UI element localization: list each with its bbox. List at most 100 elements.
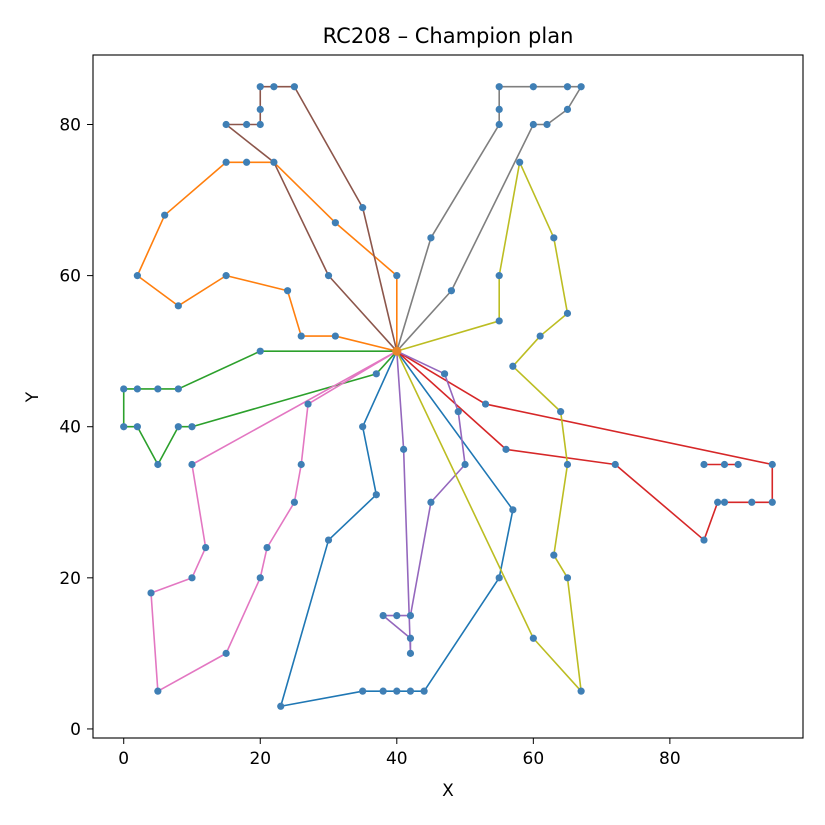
customer-point [700, 460, 708, 469]
customer-point [406, 612, 415, 620]
customer-point [563, 460, 572, 469]
customer-point [290, 83, 298, 91]
route-line-6 [382, 350, 466, 655]
customer-point [154, 460, 162, 469]
customer-point [243, 120, 251, 129]
customer-point [304, 400, 312, 408]
customer-point [222, 120, 230, 129]
customer-point [243, 158, 251, 166]
customer-point [563, 83, 572, 91]
customer-point [324, 272, 333, 280]
y-tick-label: 40 [59, 418, 81, 438]
customer-point [529, 83, 537, 91]
customer-point [495, 317, 503, 325]
x-tick-label: 40 [386, 749, 408, 769]
customer-point [400, 445, 408, 453]
y-tick-label: 20 [59, 569, 81, 589]
customer-point [563, 309, 572, 317]
customer-point [331, 219, 339, 227]
customer-point [440, 370, 449, 378]
chart-title: RC208 – Champion plan [323, 24, 574, 48]
customer-point [133, 272, 141, 280]
customer-point [359, 423, 367, 431]
customer-point [133, 385, 141, 393]
customer-point [393, 272, 401, 280]
customer-point [174, 423, 182, 431]
customer-point [379, 612, 387, 620]
customer-point [550, 551, 558, 559]
y-tick-label: 0 [70, 720, 81, 740]
customer-point [188, 423, 196, 431]
customer-point [768, 460, 776, 469]
customer-point [420, 687, 428, 695]
customer-point [495, 120, 503, 129]
customer-point [256, 574, 264, 582]
customer-point [495, 105, 503, 113]
customer-point [502, 445, 510, 453]
depot-point [392, 346, 402, 356]
customer-point [188, 574, 196, 582]
customer-point [324, 536, 333, 544]
customer-point [577, 83, 585, 91]
customer-point [290, 498, 298, 506]
customer-point [297, 460, 305, 469]
customer-point [577, 687, 585, 695]
customer-point [495, 272, 503, 280]
customer-point [720, 460, 729, 469]
customer-point [256, 105, 264, 113]
x-tick-label: 20 [249, 749, 271, 769]
customer-point [516, 158, 524, 166]
x-tick-label: 60 [523, 749, 545, 769]
customer-point [372, 370, 380, 378]
customer-point [447, 287, 456, 295]
customer-point [563, 105, 572, 113]
customer-point [256, 83, 264, 91]
customer-point [372, 491, 380, 499]
route-line-2 [136, 161, 398, 352]
customer-point [270, 158, 278, 166]
customer-point [277, 702, 285, 710]
customer-point [222, 272, 230, 280]
customer-point [188, 460, 196, 469]
route-line-7 [225, 85, 398, 352]
customer-point [714, 498, 722, 506]
y-tick-label: 60 [59, 267, 81, 287]
customer-point [509, 362, 517, 370]
customer-point [481, 400, 490, 408]
customer-point [222, 158, 230, 166]
customer-point [120, 385, 128, 393]
customer-point [611, 460, 619, 469]
customer-point [454, 408, 462, 416]
x-axis-label: X [442, 781, 454, 801]
customer-point [133, 423, 141, 431]
customer-point [263, 544, 271, 552]
customer-point [529, 120, 537, 129]
customer-point [406, 687, 415, 695]
customer-point [120, 423, 128, 431]
customer-point [359, 687, 367, 695]
customer-point [427, 234, 435, 242]
customer-point [543, 120, 551, 129]
customer-point [509, 506, 517, 514]
customer-point [550, 234, 558, 242]
y-tick-label: 80 [59, 116, 81, 136]
customer-point [495, 574, 503, 582]
customer-point [147, 589, 155, 597]
x-tick-label: 80 [659, 749, 681, 769]
customer-point [563, 574, 572, 582]
customer-point [270, 83, 278, 91]
customer-point [406, 649, 415, 657]
customer-point [427, 498, 435, 506]
customer-point [495, 83, 503, 91]
customer-point [379, 687, 387, 695]
customer-point [529, 634, 537, 642]
x-tick-label: 0 [118, 749, 129, 769]
customer-point [406, 634, 415, 642]
customer-point [174, 302, 182, 310]
customer-point [161, 211, 169, 219]
customer-point [222, 649, 230, 657]
customer-point [331, 332, 339, 340]
customer-point [461, 460, 469, 469]
